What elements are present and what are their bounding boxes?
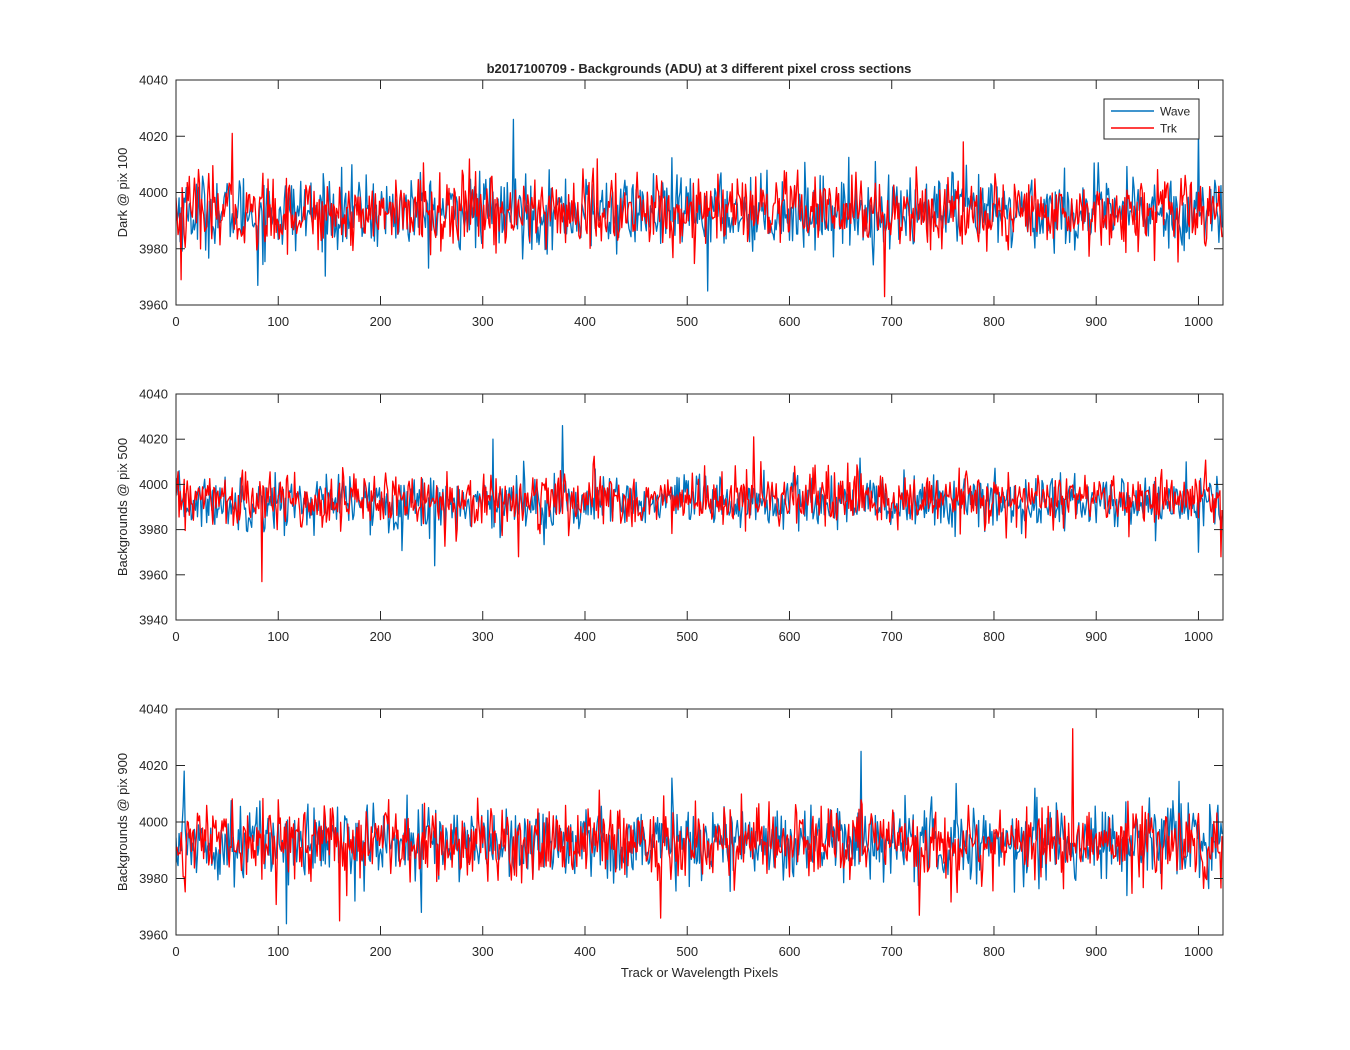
x-tick-label: 400	[574, 944, 596, 959]
subplot-3: 0 100 200 300 400 500 600 700 800 900 1000 3960 3980…	[115, 702, 1224, 980]
subplot-1: 0 100 200 300 400 500 600 700 800 900 1000 3960 3980…	[115, 73, 1224, 329]
y-tick-label: 3960	[139, 567, 168, 582]
y-tick-label: 4000	[139, 815, 168, 830]
subplots: 0 100 200 300 400 500 600 700 800 900 100039603980…	[115, 73, 1224, 980]
series-line-trk	[176, 436, 1223, 583]
x-tick-label: 800	[983, 629, 1005, 644]
x-tick-label: 700	[881, 629, 903, 644]
x-tick-label: 400	[574, 629, 596, 644]
x-tick-label: 500	[676, 314, 698, 329]
x-tick-label: 300	[472, 314, 494, 329]
x-tick-label: 100	[267, 944, 289, 959]
y-tick-label: 3980	[139, 871, 168, 886]
axes-box	[175, 393, 1224, 621]
y-tick-label: 3960	[139, 928, 168, 943]
y-tick-label: 4020	[139, 129, 168, 144]
x-tick-label: 200	[370, 314, 392, 329]
x-tick-label: 1000	[1184, 944, 1213, 959]
x-axis-label: Track or Wavelength Pixels	[621, 965, 779, 980]
x-tick-label: 1000	[1184, 314, 1213, 329]
y-tick-label: 4040	[139, 702, 168, 717]
x-tick-label: 600	[779, 629, 801, 644]
y-axis-label: Backgrounds @ pix 900	[115, 753, 130, 891]
series-line-trk	[176, 132, 1223, 298]
x-tick-label: 900	[1085, 314, 1107, 329]
x-tick-label: 100	[267, 314, 289, 329]
legend: Wave Trk	[1103, 98, 1200, 140]
series-group	[176, 118, 1223, 298]
x-tick-label: 1000	[1184, 629, 1213, 644]
x-tick-label: 100	[267, 629, 289, 644]
x-tick-label: 400	[574, 314, 596, 329]
x-tick-label: 0	[172, 629, 179, 644]
x-tick-label: 0	[172, 944, 179, 959]
x-tick-label: 500	[676, 629, 698, 644]
y-tick-label: 3960	[139, 298, 168, 313]
y-tick-label: 3940	[139, 613, 168, 628]
y-tick-label: 4040	[139, 73, 168, 88]
x-tick-label: 500	[676, 944, 698, 959]
y-tick-label: 3980	[139, 241, 168, 256]
series-line-trk	[176, 728, 1223, 922]
y-tick-label: 4020	[139, 758, 168, 773]
y-tick-label: 4000	[139, 185, 168, 200]
x-tick-label: 200	[370, 629, 392, 644]
x-tick-label: 0	[172, 314, 179, 329]
x-tick-label: 800	[983, 314, 1005, 329]
series-group	[176, 424, 1223, 583]
x-tick-label: 900	[1085, 629, 1107, 644]
x-tick-label: 900	[1085, 944, 1107, 959]
y-tick-label: 3980	[139, 522, 168, 537]
y-tick-label: 4000	[139, 477, 168, 492]
y-tick-label: 4020	[139, 432, 168, 447]
legend-label-wave: Wave	[1160, 105, 1191, 119]
y-tick-label: 4040	[139, 387, 168, 402]
x-tick-label: 300	[472, 629, 494, 644]
x-tick-label: 800	[983, 944, 1005, 959]
x-tick-label: 600	[779, 944, 801, 959]
y-axis-label: Dark @ pix 100	[115, 148, 130, 238]
series-group	[176, 728, 1223, 925]
x-tick-label: 300	[472, 944, 494, 959]
x-tick-label: 600	[779, 314, 801, 329]
legend-label-trk: Trk	[1160, 122, 1178, 136]
x-tick-label: 700	[881, 944, 903, 959]
x-tick-label: 700	[881, 314, 903, 329]
subplot-2: 0 100 200 300 400 500 600 700 800 900 1000 3940 3960…	[115, 387, 1224, 644]
figure-title: b2017100709 - Backgrounds (ADU) at 3 dif…	[487, 61, 912, 76]
x-tick-label: 200	[370, 944, 392, 959]
y-axis-label: Backgrounds @ pix 500	[115, 438, 130, 576]
legend-box	[1103, 98, 1200, 140]
